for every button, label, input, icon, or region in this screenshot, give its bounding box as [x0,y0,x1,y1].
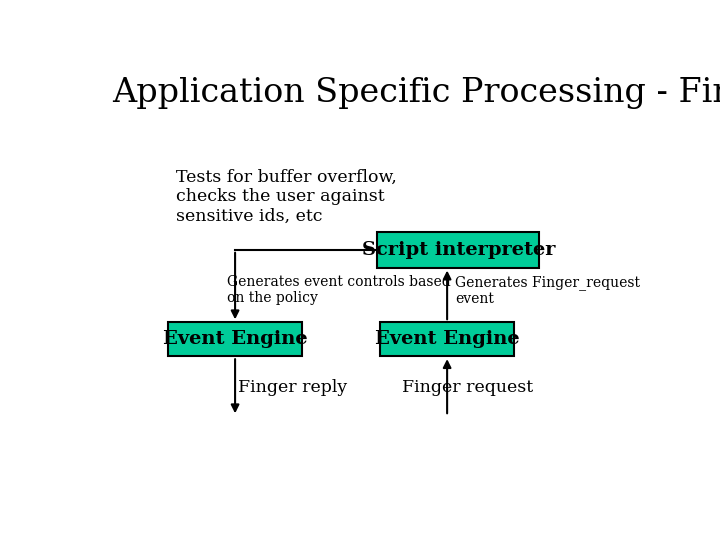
Text: Application Specific Processing - Finger: Application Specific Processing - Finger [112,77,720,109]
FancyArrowPatch shape [444,361,451,413]
Text: Finger request: Finger request [402,379,534,396]
Text: Event Engine: Event Engine [375,330,519,348]
FancyBboxPatch shape [168,322,302,356]
Text: Generates event controls based
on the policy: Generates event controls based on the po… [227,275,451,305]
FancyArrowPatch shape [444,273,451,319]
FancyArrowPatch shape [232,359,238,411]
FancyBboxPatch shape [377,232,539,267]
FancyBboxPatch shape [380,322,514,356]
Text: Generates Finger_request
event: Generates Finger_request event [456,275,641,306]
Text: Event Engine: Event Engine [163,330,307,348]
Text: Script interpreter: Script interpreter [361,241,555,259]
FancyArrowPatch shape [232,253,238,317]
Text: Tests for buffer overflow,
checks the user against
sensitive ids, etc: Tests for buffer overflow, checks the us… [176,168,397,225]
Text: Finger reply: Finger reply [238,379,347,396]
